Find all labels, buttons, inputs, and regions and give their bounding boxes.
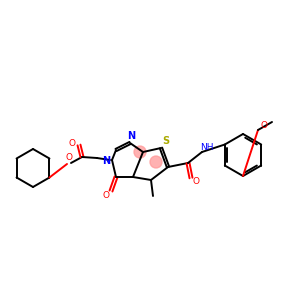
Text: S: S: [162, 136, 169, 146]
Circle shape: [150, 156, 162, 168]
Text: O: O: [260, 121, 268, 130]
Text: N: N: [102, 156, 110, 166]
Text: N: N: [127, 131, 135, 141]
Text: NH: NH: [200, 142, 214, 152]
Text: O: O: [193, 178, 200, 187]
Text: O: O: [103, 190, 110, 200]
Circle shape: [134, 146, 146, 158]
Text: O: O: [65, 154, 73, 163]
Text: O: O: [68, 139, 76, 148]
